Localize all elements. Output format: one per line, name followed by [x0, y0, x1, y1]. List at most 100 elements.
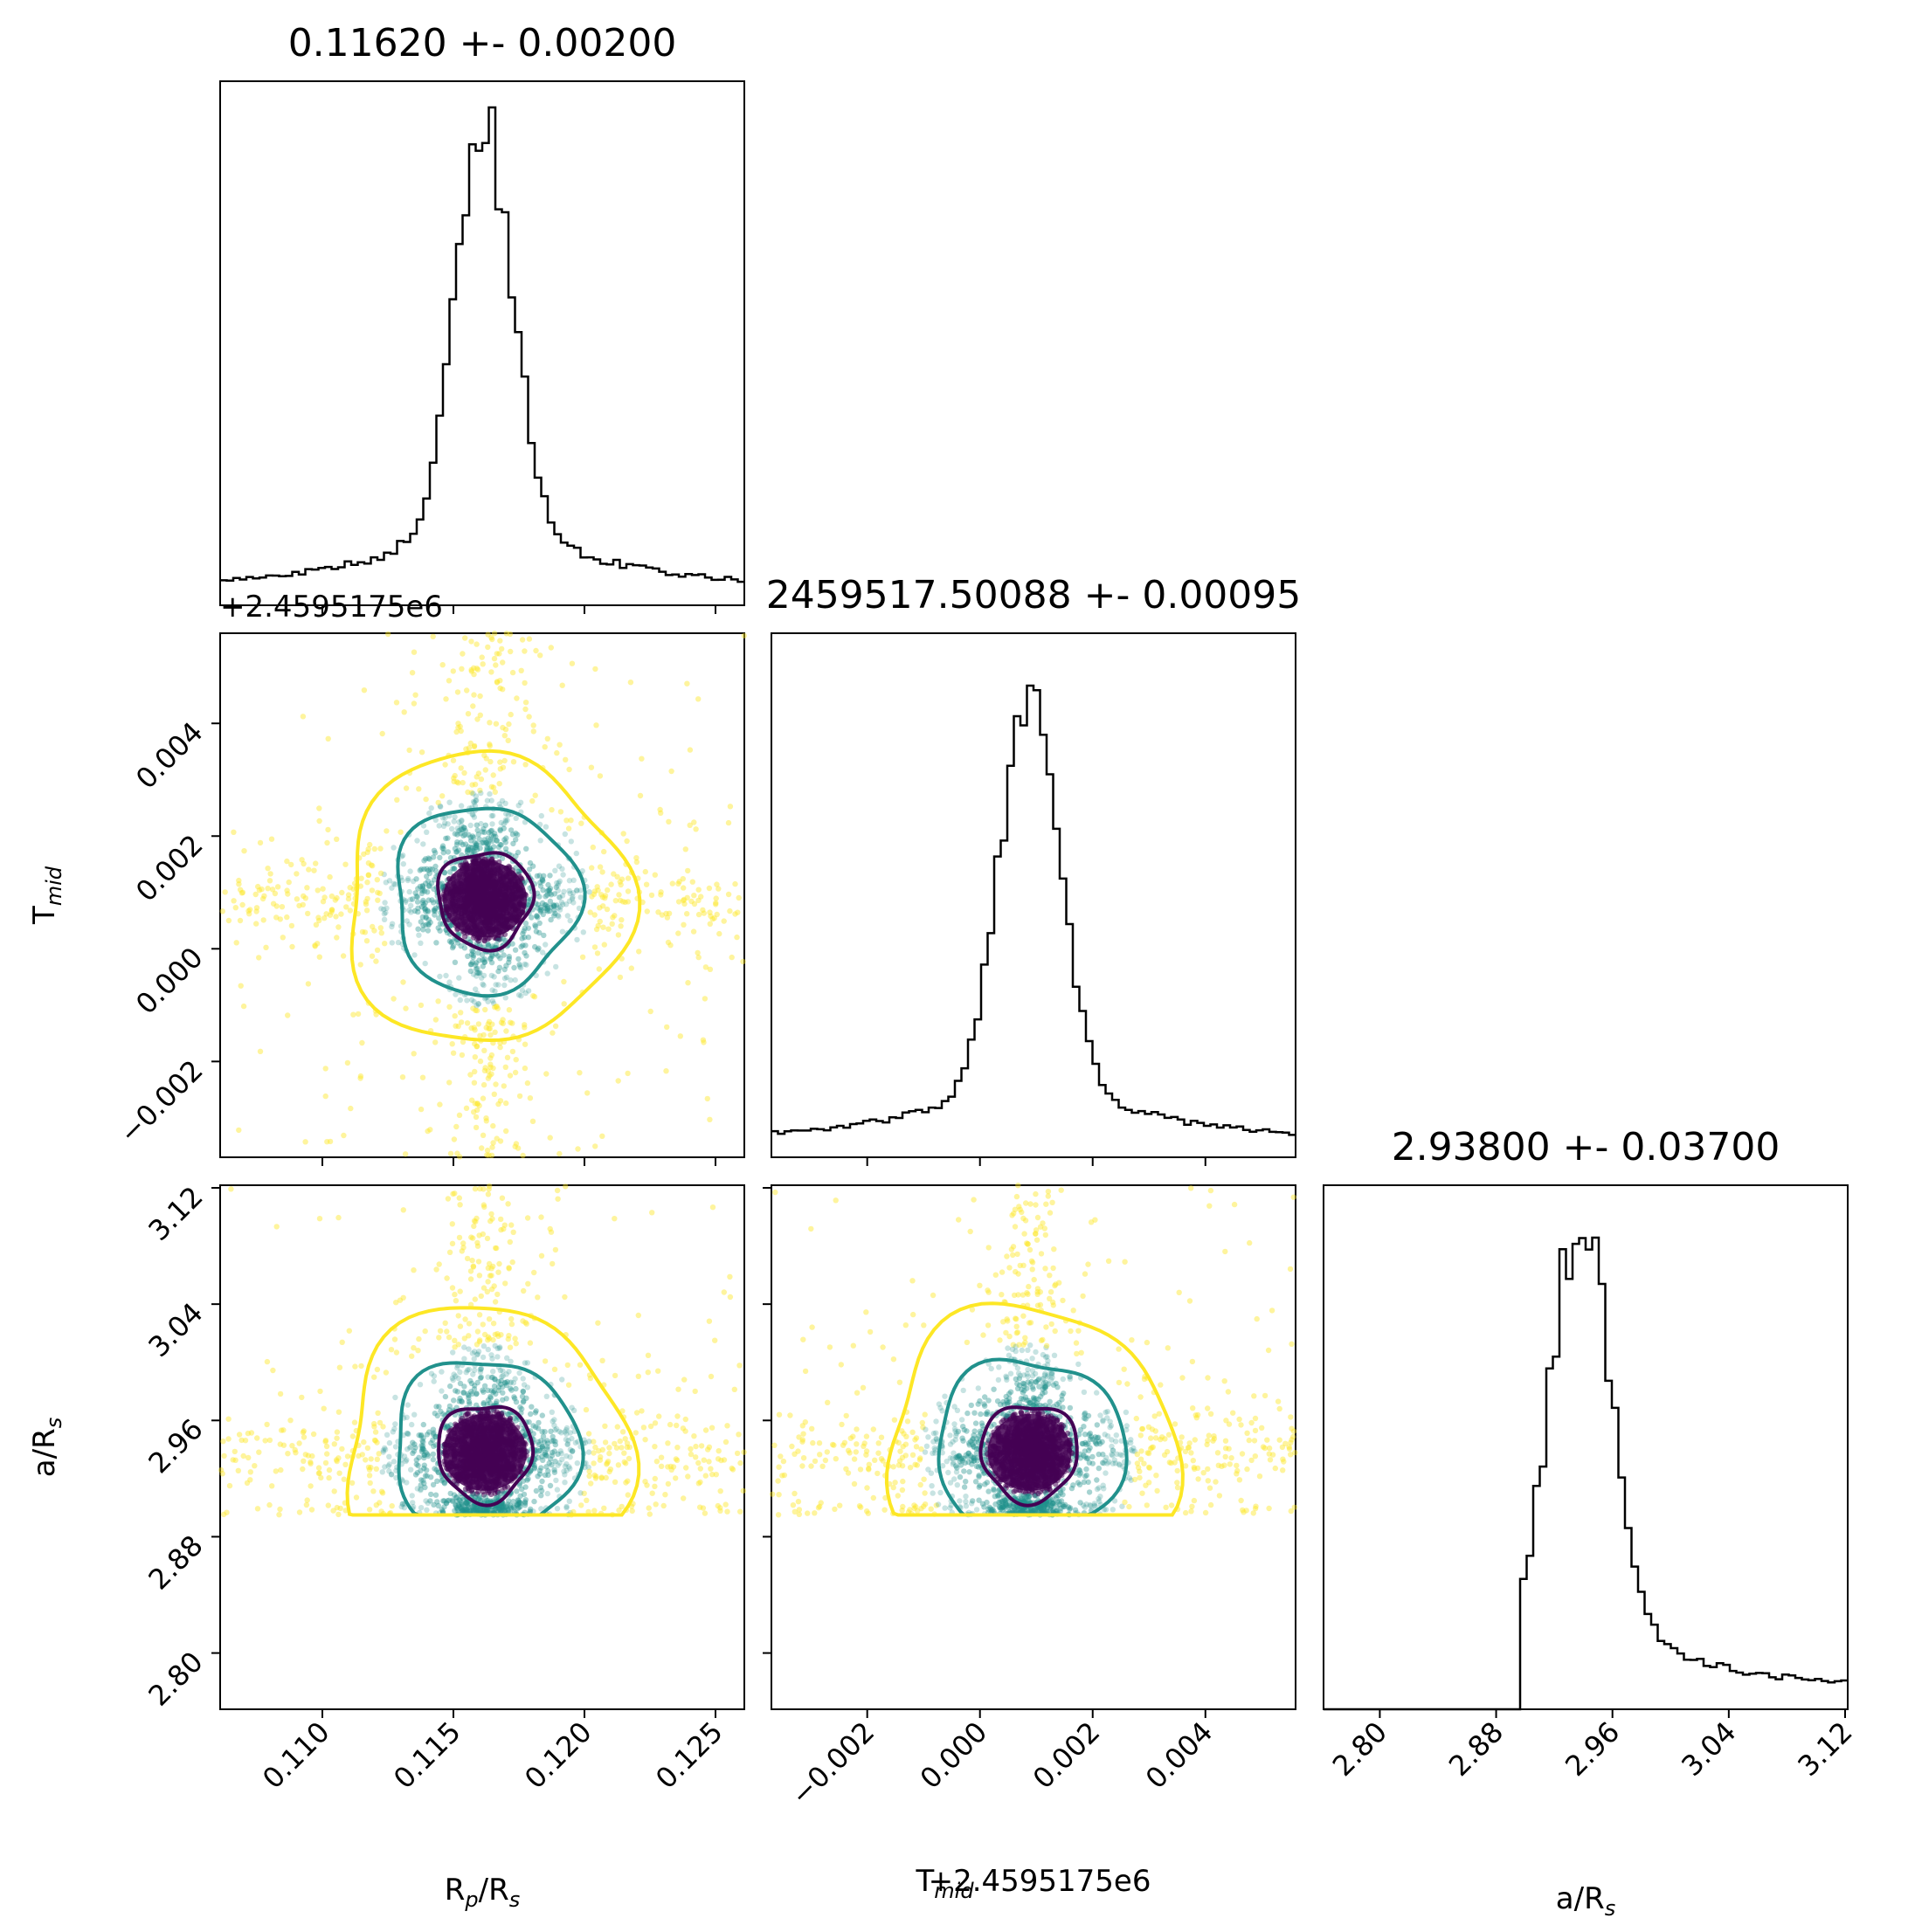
scatter-point — [664, 1024, 670, 1031]
scatter-point — [470, 798, 477, 804]
scatter-point — [556, 878, 563, 885]
scatter-point — [474, 1044, 480, 1050]
scatter-point — [460, 779, 466, 786]
scatter-point — [464, 1367, 471, 1373]
scatter-point — [556, 907, 563, 913]
scatter-point — [419, 1074, 426, 1080]
scatter-point — [625, 875, 632, 881]
scatter-point — [562, 831, 568, 838]
scatter-point — [500, 935, 507, 942]
scatter-point — [415, 926, 421, 932]
scatter-point — [424, 866, 430, 872]
scatter-point — [599, 869, 605, 875]
scatter-point — [567, 917, 573, 924]
scatter-point — [500, 1373, 506, 1379]
scatter-point — [280, 1427, 287, 1433]
scatter-point — [652, 1444, 658, 1450]
scatter-point — [439, 843, 446, 849]
scatter-point — [474, 1391, 480, 1397]
scatter-point — [454, 689, 461, 695]
scatter-point — [513, 865, 519, 871]
scatter-point — [374, 1366, 381, 1373]
scatter-point — [697, 1466, 703, 1472]
scatter-point — [408, 909, 414, 915]
scatter-point — [425, 897, 432, 903]
scatter-point — [460, 841, 466, 848]
scatter-point — [301, 1458, 307, 1465]
scatter-point — [403, 1005, 409, 1011]
scatter-point — [310, 1431, 317, 1438]
scatter-point — [587, 909, 593, 915]
scatter-point — [526, 898, 532, 904]
scatter-point — [527, 859, 534, 866]
scatter-point — [474, 1101, 480, 1107]
scatter-point — [556, 1150, 563, 1157]
scatter-point — [300, 901, 306, 908]
scatter-point — [341, 1476, 347, 1482]
scatter-point — [225, 1416, 232, 1422]
scatter-point — [537, 652, 543, 659]
scatter-point — [400, 1207, 406, 1213]
scatter-point — [599, 1357, 605, 1364]
scatter-point — [644, 1482, 650, 1488]
scatter-point — [497, 1098, 504, 1104]
scatter-point — [449, 1041, 455, 1047]
scatter-point — [558, 899, 565, 906]
scatter-point — [402, 1151, 409, 1157]
scatter-point — [390, 1429, 396, 1435]
scatter-point — [480, 1400, 487, 1406]
scatter-point — [461, 825, 467, 831]
scatter-point — [440, 845, 446, 852]
scatter-point — [323, 911, 329, 917]
scatter-point — [328, 907, 335, 913]
scatter-point — [702, 1473, 709, 1479]
scatter-point — [635, 1373, 641, 1380]
scatter-point — [597, 1457, 604, 1463]
scatter-point — [691, 819, 697, 825]
scatter-point — [689, 879, 695, 885]
scatter-point — [494, 1005, 501, 1011]
scatter-point — [455, 721, 461, 727]
scatter-point — [594, 884, 600, 890]
scatter-point — [266, 878, 273, 884]
scatter-point — [528, 1411, 534, 1418]
scatter-point — [497, 685, 503, 692]
scatter-point — [288, 861, 294, 868]
scatter-point — [384, 828, 390, 834]
scatter-point — [259, 886, 265, 893]
scatter-point — [570, 890, 577, 896]
scatter-point — [504, 817, 510, 824]
scatter-point — [658, 889, 664, 895]
scatter-point — [379, 1490, 386, 1496]
scatter-point — [462, 1316, 468, 1322]
scatter-point — [494, 679, 501, 685]
scatter-point — [242, 1438, 249, 1444]
scatter-point — [442, 815, 448, 821]
scatter-point — [533, 928, 540, 935]
scatter-point — [239, 889, 246, 895]
scatter-point — [474, 666, 481, 673]
scatter-point — [447, 1383, 453, 1390]
scatter-point — [551, 1466, 557, 1473]
scatter-point — [529, 797, 536, 804]
scatter-point — [308, 1507, 315, 1513]
scatter-point — [591, 888, 598, 894]
scatter-point — [473, 793, 480, 799]
scatter-point — [474, 1328, 481, 1335]
scatter-point — [708, 913, 714, 920]
scatter-point — [450, 1050, 457, 1056]
scatter-point — [252, 1463, 258, 1469]
scatter-point — [483, 756, 489, 762]
scatter-point — [480, 829, 486, 835]
scatter-point — [492, 988, 498, 995]
scatter-point — [480, 1032, 487, 1038]
scatter-point — [536, 873, 543, 879]
scatter-point — [475, 770, 482, 776]
scatter-point — [425, 907, 431, 914]
scatter-point — [371, 845, 377, 852]
scatter-point — [453, 849, 460, 855]
scatter-point — [377, 890, 383, 896]
scatter-point — [524, 1215, 531, 1221]
scatter-point — [355, 1011, 362, 1018]
scatter-point — [488, 1052, 495, 1059]
